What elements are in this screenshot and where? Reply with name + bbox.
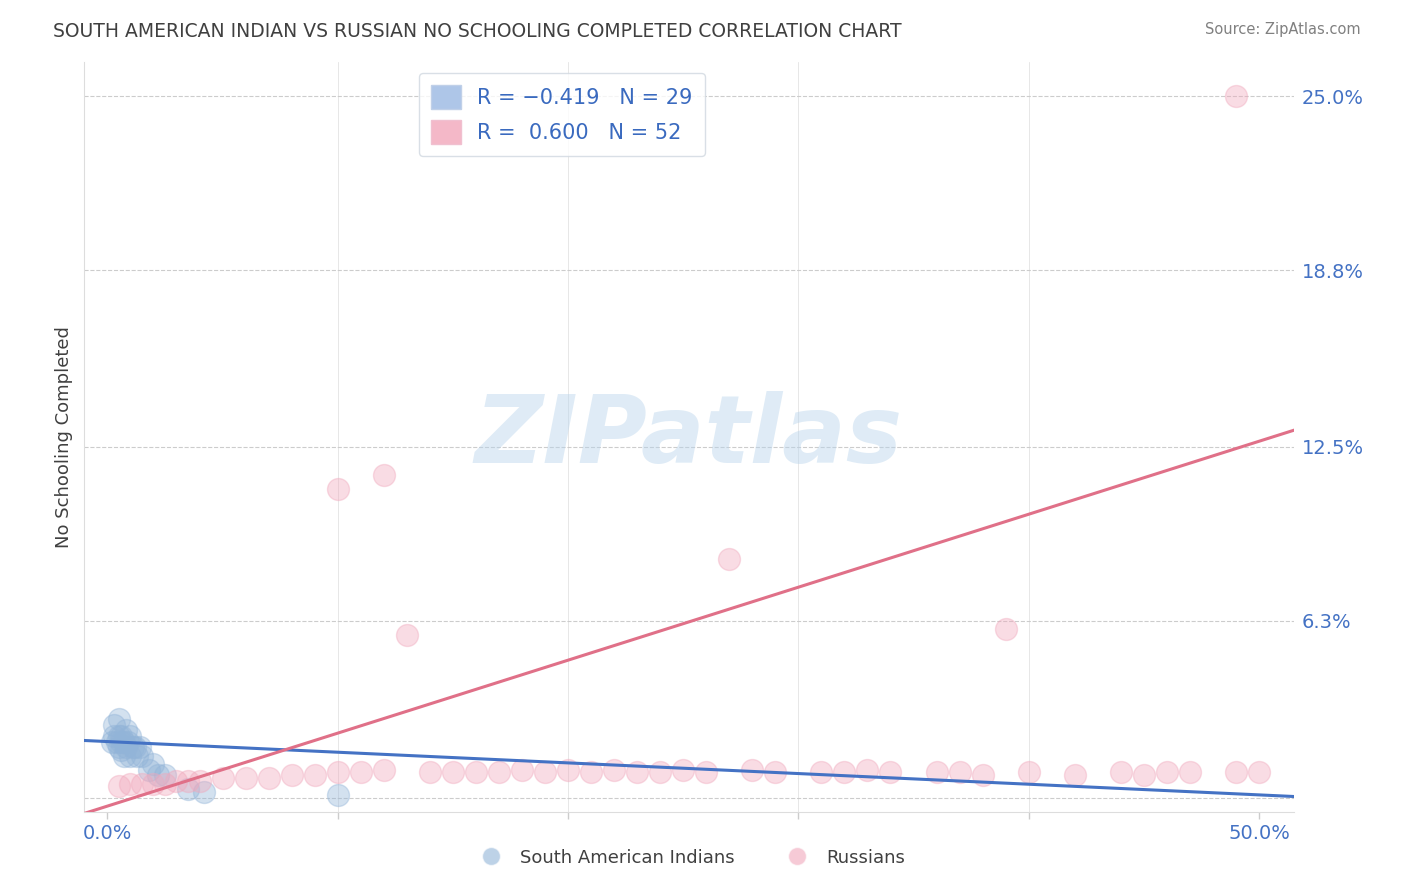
Point	[672, 763, 695, 777]
Point	[138, 763, 160, 777]
Point	[856, 763, 879, 777]
Point	[534, 765, 557, 780]
Point	[1225, 89, 1247, 103]
Point	[741, 763, 763, 777]
Point	[695, 765, 717, 780]
Point	[166, 773, 188, 788]
Point	[1156, 765, 1178, 780]
Point	[114, 723, 136, 738]
Point	[718, 552, 741, 566]
Point	[108, 740, 131, 755]
Text: ZIPatlas: ZIPatlas	[475, 391, 903, 483]
Point	[120, 748, 142, 763]
Point	[326, 765, 349, 780]
Point	[103, 729, 125, 743]
Point	[257, 771, 280, 785]
Text: Source: ZipAtlas.com: Source: ZipAtlas.com	[1205, 22, 1361, 37]
Point	[1247, 765, 1270, 780]
Point	[441, 765, 464, 780]
Point	[1178, 765, 1201, 780]
Point	[280, 768, 302, 782]
Y-axis label: No Schooling Completed: No Schooling Completed	[55, 326, 73, 548]
Point	[103, 717, 125, 731]
Point	[235, 771, 257, 785]
Point	[177, 782, 200, 797]
Point	[972, 768, 994, 782]
Point	[1018, 765, 1040, 780]
Point	[108, 729, 131, 743]
Point	[153, 768, 176, 782]
Point	[603, 763, 626, 777]
Point	[110, 734, 132, 748]
Point	[304, 768, 326, 782]
Point	[108, 780, 131, 794]
Point	[146, 768, 169, 782]
Point	[557, 763, 579, 777]
Point	[110, 729, 132, 743]
Point	[1133, 768, 1156, 782]
Point	[763, 765, 786, 780]
Point	[925, 765, 948, 780]
Point	[112, 748, 135, 763]
Point	[579, 765, 602, 780]
Legend: South American Indians, Russians: South American Indians, Russians	[465, 841, 912, 874]
Point	[108, 712, 131, 726]
Point	[153, 777, 176, 791]
Point	[373, 467, 395, 482]
Point	[626, 765, 648, 780]
Point	[121, 740, 143, 755]
Point	[124, 740, 146, 755]
Point	[326, 788, 349, 802]
Point	[110, 743, 132, 757]
Point	[177, 773, 200, 788]
Point	[510, 763, 533, 777]
Point	[188, 773, 211, 788]
Point	[112, 734, 135, 748]
Text: SOUTH AMERICAN INDIAN VS RUSSIAN NO SCHOOLING COMPLETED CORRELATION CHART: SOUTH AMERICAN INDIAN VS RUSSIAN NO SCHO…	[53, 22, 903, 41]
Point	[650, 765, 672, 780]
Point	[128, 740, 150, 755]
Point	[395, 628, 418, 642]
Point	[373, 763, 395, 777]
Point	[326, 482, 349, 496]
Point	[879, 765, 901, 780]
Point	[948, 765, 970, 780]
Point	[350, 765, 373, 780]
Point	[117, 734, 139, 748]
Point	[142, 757, 165, 772]
Point	[131, 748, 153, 763]
Point	[120, 777, 142, 791]
Point	[105, 734, 128, 748]
Point	[1225, 765, 1247, 780]
Point	[488, 765, 510, 780]
Point	[101, 734, 124, 748]
Point	[1063, 768, 1085, 782]
Point	[131, 777, 153, 791]
Point	[419, 765, 441, 780]
Point	[211, 771, 233, 785]
Point	[142, 777, 165, 791]
Point	[464, 765, 486, 780]
Point	[193, 785, 215, 799]
Point	[810, 765, 832, 780]
Point	[120, 729, 142, 743]
Point	[994, 623, 1017, 637]
Point	[834, 765, 856, 780]
Point	[1109, 765, 1132, 780]
Point	[127, 748, 149, 763]
Point	[114, 740, 136, 755]
